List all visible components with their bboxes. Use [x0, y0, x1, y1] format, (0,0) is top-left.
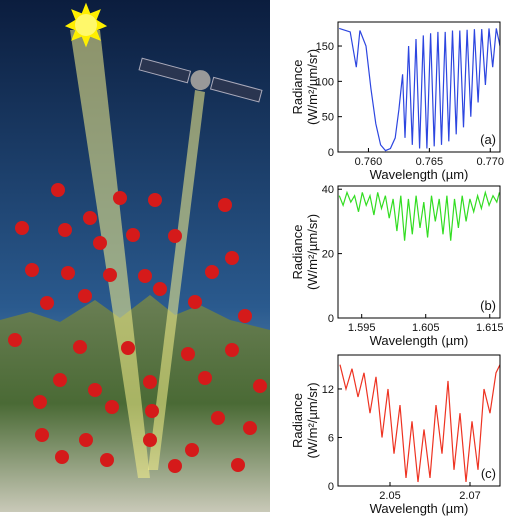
y-axis-label: Radiance	[290, 393, 305, 448]
x-axis-label: Wavelength (µm)	[370, 501, 469, 516]
plot-frame	[338, 355, 500, 486]
illustration	[0, 0, 270, 512]
x-tick-label: 1.615	[476, 322, 504, 334]
x-tick-label: 0.770	[476, 156, 504, 168]
y-tick-label: 6	[328, 432, 334, 444]
y-axis-label: (W/m²/µm/sr)	[305, 382, 320, 458]
y-axis-label: (W/m²/µm/sr)	[305, 214, 320, 290]
y-tick-label: 20	[322, 249, 334, 261]
y-axis-label: (W/m²/µm/sr)	[305, 49, 320, 125]
x-axis-label: Wavelength (µm)	[370, 167, 469, 182]
y-tick-label: 0	[328, 147, 334, 159]
panel-label: (a)	[480, 132, 496, 147]
spectrum-line	[339, 192, 499, 240]
panel-label: (b)	[480, 298, 496, 313]
y-axis-label: Radiance	[290, 225, 305, 280]
y-axis-label: Radiance	[290, 60, 305, 115]
panel-label: (c)	[481, 466, 496, 481]
y-tick-label: 0	[328, 313, 334, 325]
figure: 0.7600.7650.770050100150Wavelength (µm)R…	[0, 0, 505, 524]
y-tick-label: 0	[328, 481, 334, 493]
y-tick-label: 40	[322, 184, 334, 196]
x-axis-label: Wavelength (µm)	[370, 333, 469, 348]
spectrum-line	[340, 365, 500, 482]
y-tick-label: 50	[322, 112, 334, 124]
y-tick-label: 12	[322, 384, 334, 396]
